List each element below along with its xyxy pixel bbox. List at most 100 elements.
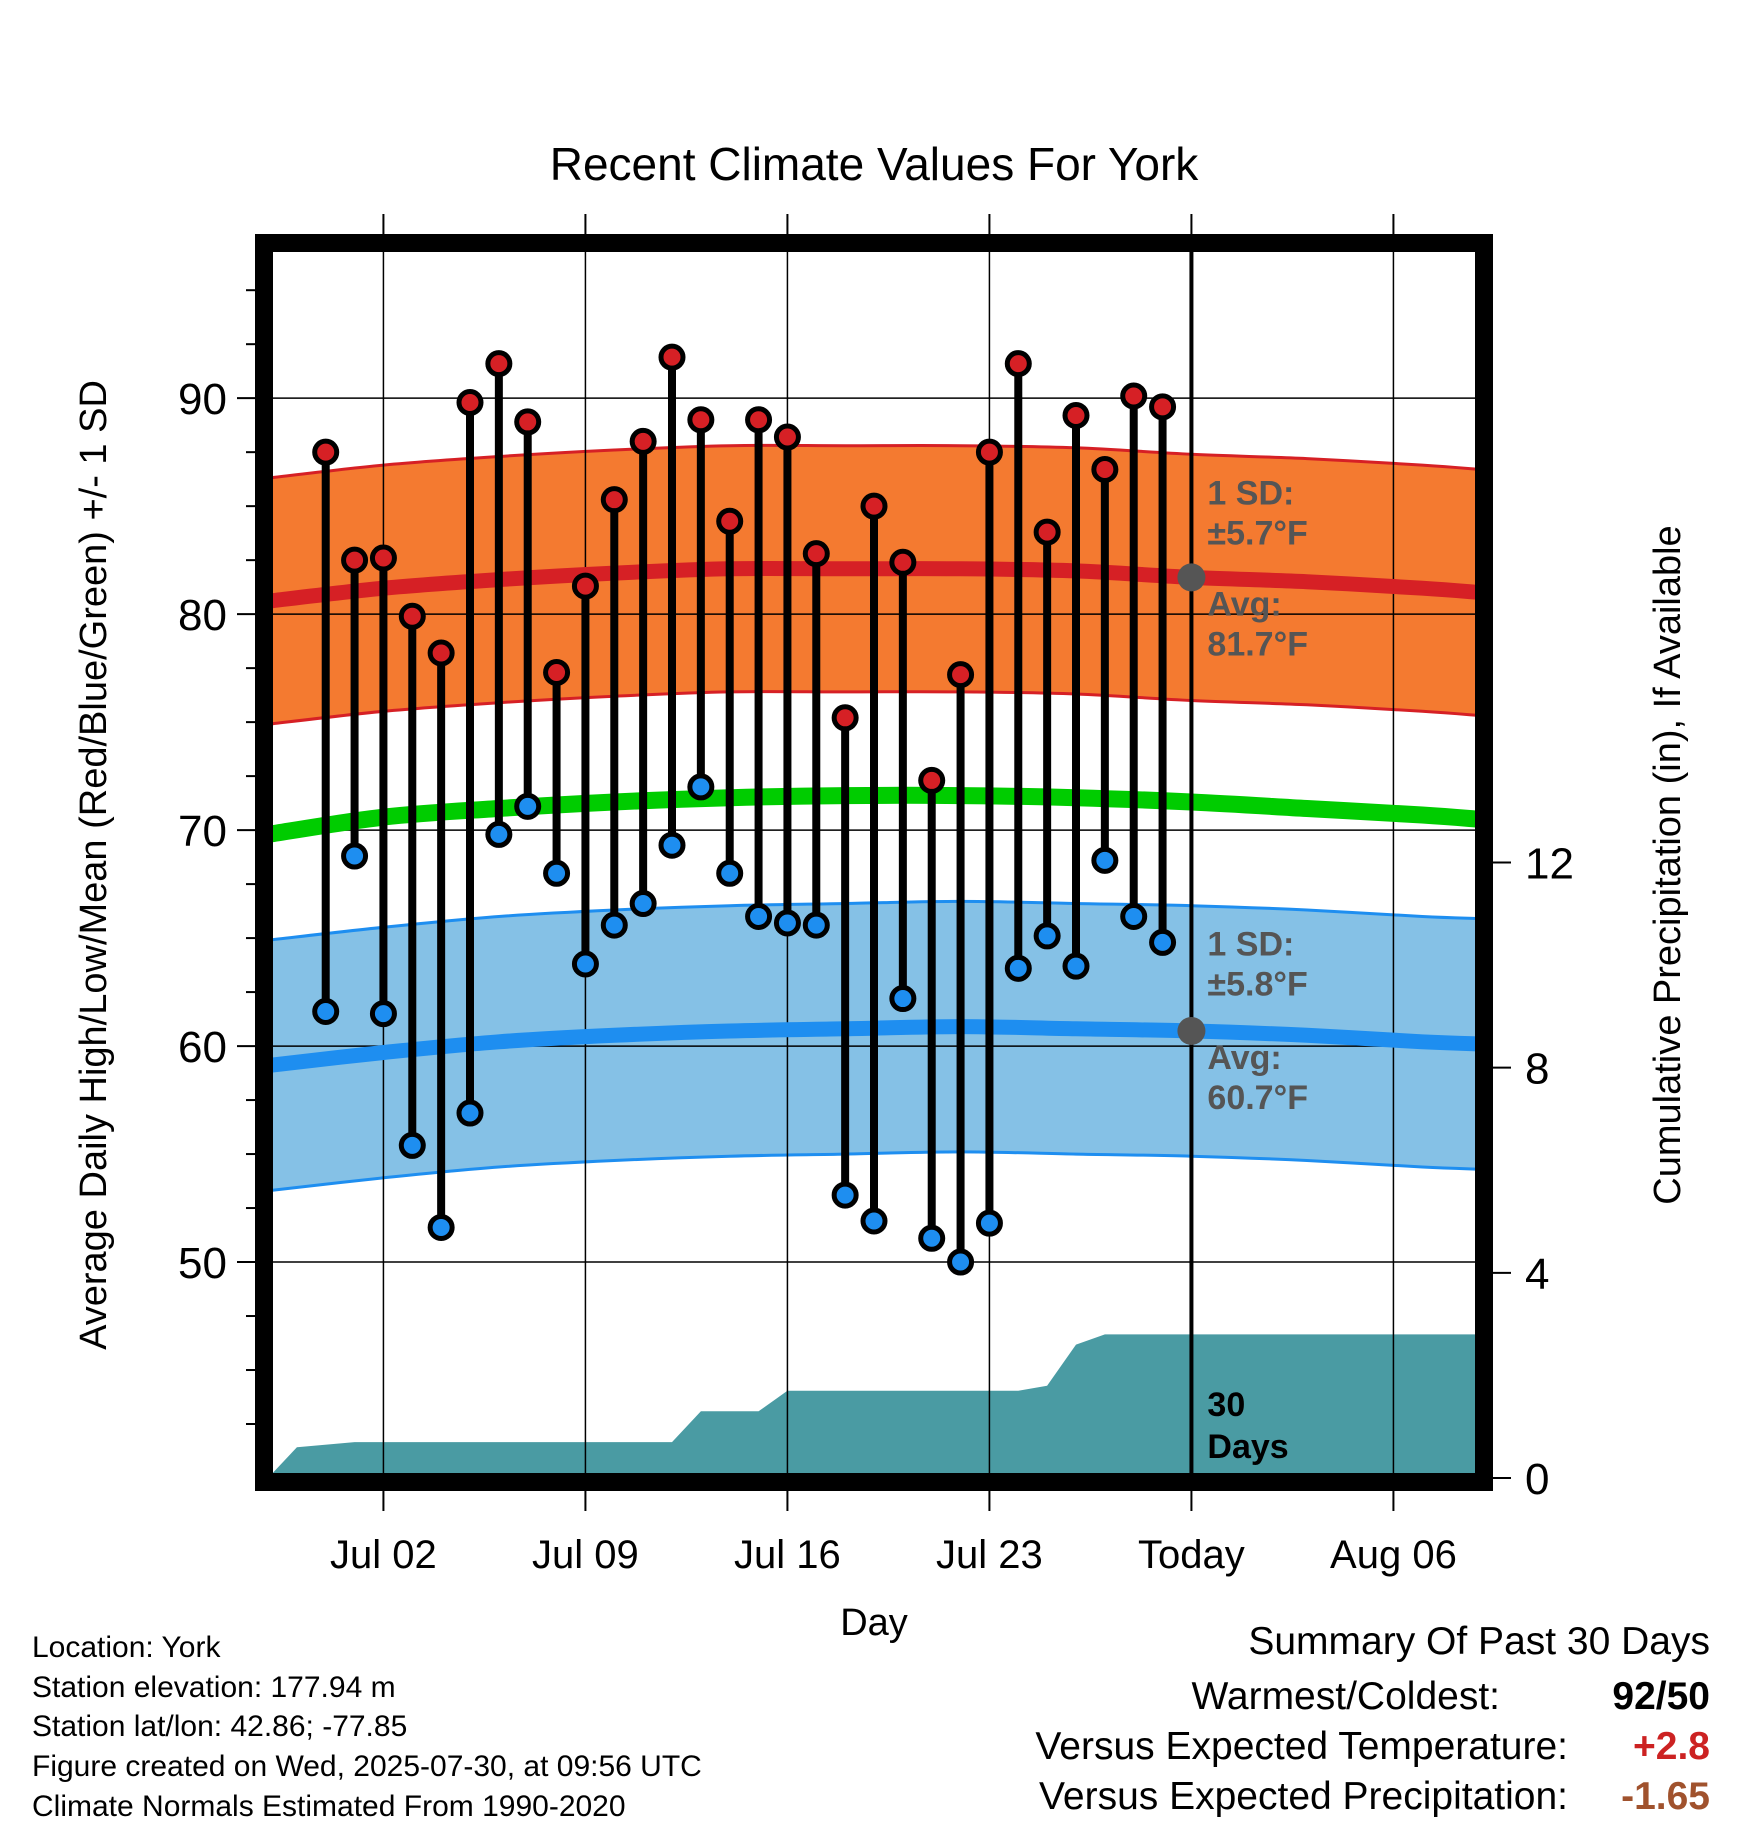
summary-precip-value: -1.65 bbox=[1621, 1775, 1710, 1818]
daily-high-point bbox=[947, 661, 975, 689]
high-sd-upper-edge bbox=[268, 443, 1480, 480]
daily-high-point bbox=[427, 639, 455, 667]
daily-low-point bbox=[745, 902, 773, 930]
summary-precip-label: Versus Expected Precipitation: bbox=[1039, 1775, 1568, 1818]
daily-low-point bbox=[1033, 922, 1061, 950]
daily-high-point bbox=[1120, 382, 1148, 410]
daily-low-point bbox=[312, 998, 340, 1026]
daily-low-point bbox=[1120, 902, 1148, 930]
daily-high-point bbox=[1004, 350, 1032, 378]
daily-high-point bbox=[600, 486, 628, 514]
daily-high-point bbox=[571, 572, 599, 600]
daily-low-point bbox=[773, 909, 801, 937]
daily-high-point bbox=[860, 492, 888, 520]
daily-high-point bbox=[485, 350, 513, 378]
y2-tick-label: 12 bbox=[1525, 840, 1574, 889]
daily-low-point bbox=[1149, 928, 1177, 956]
high-sd-annotation-value: ±5.7°F bbox=[1207, 514, 1307, 552]
footer-normals: Climate Normals Estimated From 1990-2020 bbox=[32, 1790, 626, 1823]
daily-high-point bbox=[341, 546, 369, 574]
high-sd-lower-edge bbox=[268, 690, 1480, 726]
y-tick-label: 80 bbox=[178, 591, 227, 640]
low-sd-annotation-label: 1 SD: bbox=[1207, 926, 1294, 964]
y-tick-label: 70 bbox=[178, 807, 227, 856]
y-tick-label: 90 bbox=[178, 375, 227, 424]
y-axis-label: Average Daily High/Low/Mean (Red/Blue/Gr… bbox=[73, 380, 115, 1350]
y2-tick-label: 0 bbox=[1525, 1455, 1549, 1504]
low-avg-marker bbox=[1177, 1016, 1206, 1045]
daily-low-point bbox=[485, 820, 513, 848]
daily-low-point bbox=[1062, 952, 1090, 980]
daily-low-point bbox=[427, 1213, 455, 1241]
daily-low-point bbox=[658, 831, 686, 859]
daily-low-point bbox=[831, 1181, 859, 1209]
daily-high-point bbox=[975, 438, 1003, 466]
daily-low-point bbox=[975, 1209, 1003, 1237]
daily-high-point bbox=[1149, 393, 1177, 421]
high-avg-marker bbox=[1177, 563, 1206, 592]
daily-high-point bbox=[398, 602, 426, 630]
x-axis-label: Day bbox=[840, 1602, 908, 1644]
daily-low-point bbox=[600, 911, 628, 939]
low-avg-annotation-value: 60.7°F bbox=[1207, 1079, 1308, 1117]
footer-latlon: Station lat/lon: 42.86; -77.85 bbox=[32, 1710, 408, 1743]
daily-high-point bbox=[629, 427, 657, 455]
daily-high-point bbox=[889, 548, 917, 576]
daily-low-point bbox=[543, 859, 571, 887]
footer-elevation: Station elevation: 177.94 m bbox=[32, 1671, 396, 1704]
daily-low-point bbox=[802, 911, 830, 939]
summary-warmest-value: 92/50 bbox=[1612, 1675, 1710, 1718]
y2-tick-label: 4 bbox=[1525, 1250, 1549, 1299]
daily-low-point bbox=[571, 950, 599, 978]
high-avg-line bbox=[268, 560, 1480, 609]
low-sd-annotation-value: ±5.8°F bbox=[1207, 966, 1307, 1004]
daily-high-point bbox=[658, 343, 686, 371]
x-tick-label: Jul 02 bbox=[330, 1533, 437, 1577]
daily-high-point bbox=[1062, 401, 1090, 429]
daily-high-point bbox=[918, 766, 946, 794]
daily-low-point bbox=[889, 985, 917, 1013]
low-sd-upper-edge bbox=[268, 899, 1480, 942]
summary-warmest-label: Warmest/Coldest: bbox=[1191, 1675, 1500, 1718]
daily-low-point bbox=[514, 792, 542, 820]
daily-low-point bbox=[629, 890, 657, 918]
mean-avg-line bbox=[268, 786, 1480, 843]
precip-area bbox=[268, 1334, 1480, 1478]
daily-low-point bbox=[369, 1000, 397, 1028]
footer-location: Location: York bbox=[32, 1631, 221, 1664]
daily-low-point bbox=[716, 859, 744, 887]
daily-low-point bbox=[398, 1131, 426, 1159]
precip-annotation-line2: Days bbox=[1207, 1428, 1288, 1466]
daily-high-point bbox=[543, 658, 571, 686]
high-avg-annotation-value: 81.7°F bbox=[1207, 625, 1308, 663]
x-tick-label: Jul 09 bbox=[532, 1533, 639, 1577]
summary-title: Summary Of Past 30 Days bbox=[1248, 1620, 1710, 1663]
low-sd-lower-edge bbox=[268, 1150, 1480, 1193]
low-avg-annotation-label: Avg: bbox=[1207, 1039, 1281, 1077]
summary-temp-label: Versus Expected Temperature: bbox=[1035, 1725, 1568, 1768]
precip-annotation-line1: 30 bbox=[1207, 1386, 1245, 1424]
high-avg-annotation-label: Avg: bbox=[1207, 585, 1281, 623]
footer-created: Figure created on Wed, 2025-07-30, at 09… bbox=[32, 1750, 702, 1783]
low-avg-line bbox=[268, 1019, 1480, 1073]
daily-low-point bbox=[918, 1224, 946, 1252]
y-tick-label: 60 bbox=[178, 1023, 227, 1072]
x-tick-label: Today bbox=[1138, 1533, 1245, 1577]
y2-tick-label: 8 bbox=[1525, 1045, 1549, 1094]
daily-low-point bbox=[687, 773, 715, 801]
daily-high-point bbox=[1091, 455, 1119, 483]
daily-low-point bbox=[1004, 954, 1032, 982]
daily-high-point bbox=[802, 540, 830, 568]
x-tick-label: Jul 23 bbox=[936, 1533, 1043, 1577]
plot-frame bbox=[255, 234, 1493, 1491]
daily-low-point bbox=[1091, 846, 1119, 874]
daily-high-point bbox=[1033, 518, 1061, 546]
daily-high-point bbox=[514, 408, 542, 436]
daily-high-point bbox=[745, 406, 773, 434]
chart-title: Recent Climate Values For York bbox=[550, 138, 1200, 190]
x-tick-label: Jul 16 bbox=[734, 1533, 841, 1577]
high-sd-annotation-label: 1 SD: bbox=[1207, 474, 1294, 512]
summary-temp-value: +2.8 bbox=[1633, 1725, 1710, 1768]
daily-low-point bbox=[860, 1207, 888, 1235]
